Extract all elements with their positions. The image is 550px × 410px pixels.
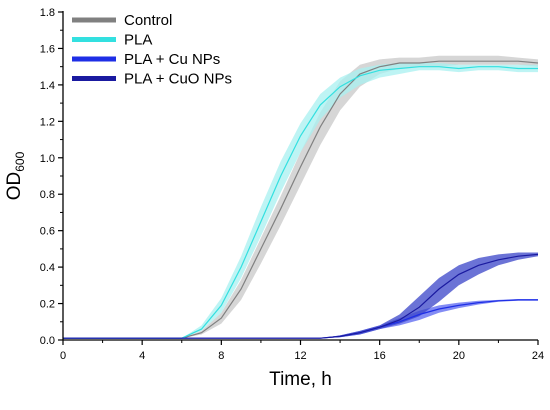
- series-band-3: [63, 252, 538, 339]
- legend-label: PLA + CuO NPs: [124, 71, 232, 88]
- y-axis-title-subscript: 600: [13, 151, 27, 171]
- y-tick-label: 0.6: [40, 226, 55, 238]
- y-tick-label: 1.4: [40, 80, 55, 92]
- series-band-1: [63, 63, 538, 339]
- series-line-3: [63, 253, 539, 339]
- legend: Control PLA PLA + Cu NPs PLA + CuO NPs: [72, 12, 232, 88]
- x-tick-label: 8: [218, 350, 224, 362]
- y-axis-title: OD600: [4, 151, 27, 200]
- y-tick-label: 1.0: [40, 153, 55, 165]
- y-tick-label: 1.8: [40, 7, 55, 19]
- x-axis-ticks: 0 4 8 12 16 20 24: [60, 340, 544, 362]
- x-tick-label: 12: [294, 350, 306, 362]
- series-lines: [63, 60, 539, 339]
- x-tick-label: 16: [374, 350, 386, 362]
- y-tick-label: 1.6: [40, 43, 55, 55]
- y-axis-ticks: 0.0 0.2 0.4 0.6 0.8 1.0 1.2 1.4 1.6 1.8: [40, 7, 63, 347]
- legend-label: PLA + Cu NPs: [124, 51, 220, 68]
- y-tick-label: 0.8: [40, 189, 55, 201]
- y-tick-label: 1.2: [40, 116, 55, 128]
- series-band-0: [63, 55, 538, 339]
- x-tick-label: 0: [60, 350, 66, 362]
- x-tick-label: 20: [453, 350, 465, 362]
- y-axis-title-main: OD: [4, 172, 25, 201]
- x-tick-label: 24: [532, 350, 544, 362]
- y-tick-label: 0.4: [40, 262, 55, 274]
- legend-label: PLA: [124, 32, 152, 49]
- legend-label: Control: [124, 12, 172, 29]
- x-tick-label: 4: [139, 350, 145, 362]
- y-tick-label: 0.2: [40, 299, 55, 311]
- confidence-bands: [63, 55, 538, 339]
- series-line-0: [63, 60, 539, 339]
- x-axis-title: Time, h: [269, 369, 332, 390]
- series-line-1: [63, 66, 538, 339]
- y-tick-label: 0.0: [40, 335, 55, 347]
